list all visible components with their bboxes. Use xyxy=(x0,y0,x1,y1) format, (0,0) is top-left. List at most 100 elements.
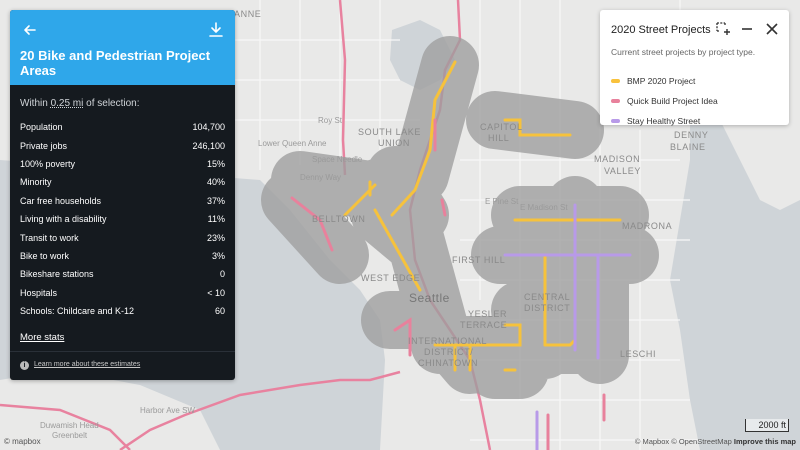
stat-label: Bike to work xyxy=(20,250,70,261)
svg-text:E Pine St: E Pine St xyxy=(485,197,519,206)
within-line: Within 0.25 mi of selection: xyxy=(20,98,140,109)
stat-value: 3% xyxy=(211,250,225,261)
svg-text:Seattle: Seattle xyxy=(409,291,450,305)
svg-text:Roy St: Roy St xyxy=(318,116,343,125)
svg-text:BELLTOWN: BELLTOWN xyxy=(312,214,365,224)
legend-swatch xyxy=(611,79,620,83)
svg-text:UNION: UNION xyxy=(378,138,410,148)
within-prefix: Within xyxy=(20,98,51,109)
download-icon[interactable] xyxy=(209,22,223,38)
legend-item[interactable]: Stay Healthy Street xyxy=(611,116,700,126)
legend-item[interactable]: BMP 2020 Project xyxy=(611,76,695,86)
stat-row: Population 104,700 xyxy=(20,118,225,136)
bmp-2020-projects xyxy=(343,60,622,372)
svg-text:CHINATOWN: CHINATOWN xyxy=(418,358,478,368)
select-area-icon[interactable] xyxy=(714,20,732,38)
svg-text:INTERNATIONAL: INTERNATIONAL xyxy=(408,336,487,346)
mapbox-logo[interactable]: © mapbox xyxy=(4,437,41,446)
svg-text:YESLER: YESLER xyxy=(468,309,507,319)
svg-text:WEST EDGE: WEST EDGE xyxy=(361,273,420,283)
stat-label: Private jobs xyxy=(20,140,68,151)
legend-label: BMP 2020 Project xyxy=(627,76,696,86)
quick-build-projects xyxy=(290,118,606,450)
panel-header: 20 Bike and Pedestrian Project Areas xyxy=(10,10,235,85)
stat-value: 37% xyxy=(206,195,225,206)
stat-label: Car free households xyxy=(20,195,102,206)
svg-text:ANNE: ANNE xyxy=(234,9,261,19)
legend-title: 2020 Street Projects xyxy=(611,24,711,36)
stay-healthy-streets xyxy=(503,203,632,450)
stats-panel: 20 Bike and Pedestrian Project Areas Wit… xyxy=(10,10,235,380)
legend-panel: 2020 Street Projects Current street proj… xyxy=(600,10,789,126)
legend-label: Stay Healthy Street xyxy=(627,116,701,126)
stats-list: Population 104,700 Private jobs 246,100 100%… xyxy=(20,118,225,320)
svg-text:LESCHI: LESCHI xyxy=(620,349,656,359)
svg-text:Harbor Ave SW: Harbor Ave SW xyxy=(140,406,195,415)
svg-text:Lower Queen Anne: Lower Queen Anne xyxy=(258,139,327,148)
stat-row: Living with a disability 11% xyxy=(20,210,225,228)
lake-washington xyxy=(670,100,800,450)
stat-value: 104,700 xyxy=(192,122,225,133)
panel-footer: i Learn more about these estimates xyxy=(10,351,235,380)
panel-title: 20 Bike and Pedestrian Project Areas xyxy=(20,48,211,78)
stat-label: Bikeshare stations xyxy=(20,269,94,280)
stat-value: 11% xyxy=(207,214,225,225)
stat-label: Transit to work xyxy=(20,232,79,243)
stat-value: 246,100 xyxy=(192,140,225,151)
stat-row: Transit to work 23% xyxy=(20,228,225,246)
stat-row: 100% poverty 15% xyxy=(20,155,225,173)
info-icon: i xyxy=(20,361,29,370)
stat-row: Private jobs 246,100 xyxy=(20,136,225,154)
stat-value: < 10 xyxy=(207,287,225,298)
close-icon[interactable] xyxy=(763,20,781,38)
svg-text:FIRST HILL: FIRST HILL xyxy=(452,255,505,265)
minimize-icon[interactable] xyxy=(738,20,756,38)
stat-label: Schools: Childcare and K-12 xyxy=(20,306,135,317)
arrow-left-icon[interactable] xyxy=(22,22,38,38)
stat-label: Minority xyxy=(20,177,52,188)
stat-value: 15% xyxy=(206,158,225,169)
svg-text:Duwamish Head: Duwamish Head xyxy=(40,421,99,430)
legend-item[interactable]: Quick Build Project Idea xyxy=(611,96,718,106)
svg-text:HILL: HILL xyxy=(488,133,509,143)
within-suffix: of selection: xyxy=(83,98,140,109)
distance-selector[interactable]: 0.25 mi xyxy=(50,98,84,109)
svg-text:Space Needle: Space Needle xyxy=(312,155,363,164)
svg-text:MADISON: MADISON xyxy=(594,154,640,164)
svg-text:E Madison St: E Madison St xyxy=(520,203,568,212)
svg-text:BLAINE: BLAINE xyxy=(670,142,706,152)
stat-row: Car free households 37% xyxy=(20,192,225,210)
svg-text:VALLEY: VALLEY xyxy=(604,166,641,176)
label-south-lake-union: SOUTH LAKE xyxy=(358,127,421,137)
west-seattle-land xyxy=(0,370,220,450)
stat-label: Population xyxy=(20,122,63,133)
stat-value: 0 xyxy=(219,269,225,280)
more-stats-link[interactable]: More stats xyxy=(20,332,65,343)
svg-text:DISTRICT: DISTRICT xyxy=(524,303,570,313)
stat-row: Minority 40% xyxy=(20,173,225,191)
stat-label: Living with a disability xyxy=(20,214,107,225)
svg-text:Denny Way: Denny Way xyxy=(300,173,341,182)
svg-text:Greenbelt: Greenbelt xyxy=(52,431,88,440)
stat-row: Hospitals < 10 xyxy=(20,284,225,302)
legend-label: Quick Build Project Idea xyxy=(627,96,718,106)
svg-text:DISTRICT/: DISTRICT/ xyxy=(424,347,473,357)
svg-text:DENNY: DENNY xyxy=(674,130,709,140)
improve-map-link[interactable]: Improve this map xyxy=(733,437,796,446)
stat-row: Bikeshare stations 0 xyxy=(20,265,225,283)
learn-more-link[interactable]: Learn more about these estimates xyxy=(34,361,141,368)
svg-text:MADRONA: MADRONA xyxy=(622,221,672,231)
svg-text:CENTRAL: CENTRAL xyxy=(524,292,570,302)
attribution-text[interactable]: © Mapbox © OpenStreetMap xyxy=(634,437,732,446)
legend-swatch xyxy=(611,119,620,123)
stat-label: Hospitals xyxy=(20,287,58,298)
svg-text:TERRACE: TERRACE xyxy=(460,320,507,330)
attribution: © Mapbox © OpenStreetMap Improve this ma… xyxy=(635,437,796,446)
stat-value: 23% xyxy=(206,232,225,243)
svg-text:CAPITOL: CAPITOL xyxy=(480,122,523,132)
scale-bar: 2000 ft xyxy=(745,419,789,432)
stat-row: Bike to work 3% xyxy=(20,247,225,265)
legend-subtitle: Current street projects by project type. xyxy=(611,47,756,57)
stat-row: Schools: Childcare and K-12 60 xyxy=(20,302,225,320)
stat-label: 100% poverty xyxy=(20,158,76,169)
